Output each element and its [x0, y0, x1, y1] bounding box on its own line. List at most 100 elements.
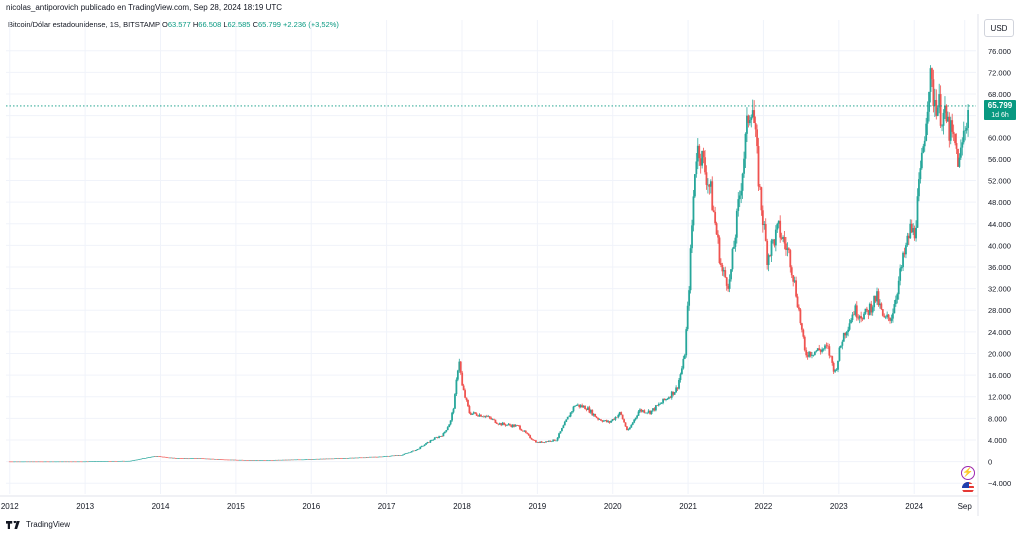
candle-body: [464, 390, 466, 398]
candle-body: [678, 379, 680, 389]
candle-body: [589, 409, 592, 413]
candle-body: [812, 354, 815, 356]
candle-body: [136, 459, 138, 461]
candle-body: [160, 456, 163, 458]
candle-body: [193, 458, 196, 459]
candle-body: [111, 460, 114, 462]
x-tick-label: 2023: [830, 502, 848, 511]
candle-body: [292, 459, 294, 461]
candle-body: [39, 461, 42, 463]
candle-body: [247, 460, 250, 461]
candle-body: [594, 413, 597, 417]
candle-body: [235, 459, 238, 461]
candle-body: [636, 415, 638, 418]
candle-body: [741, 173, 744, 191]
candle-body: [201, 458, 203, 459]
candle-body: [818, 348, 821, 351]
candle-body: [230, 459, 232, 461]
candle-body: [819, 350, 822, 352]
candle-body: [481, 416, 484, 418]
candle-body: [206, 458, 209, 460]
candle-body: [445, 430, 448, 432]
candle-body: [211, 458, 214, 460]
candle-body: [439, 436, 442, 437]
footer-brand[interactable]: TradingView: [6, 520, 70, 529]
candle-body: [611, 419, 614, 421]
candle-body: [189, 458, 192, 459]
low-value: 62.585: [227, 20, 251, 29]
candle-body: [296, 459, 299, 461]
candle-body: [709, 181, 712, 187]
candle-body: [221, 459, 224, 461]
candle-body: [744, 133, 747, 159]
candle-body: [117, 460, 120, 462]
symbol-name[interactable]: Bitcoin/Dólar estadounidense, 1S, BITSTA…: [8, 20, 160, 29]
candle-body: [79, 461, 82, 463]
candle-body: [866, 308, 868, 311]
candle-body: [808, 351, 810, 357]
candle-body: [465, 397, 468, 401]
candle-body: [33, 461, 36, 463]
candle-body: [918, 179, 920, 197]
candle-body: [13, 461, 16, 463]
candle-body: [438, 436, 440, 438]
candle-body: [124, 460, 127, 462]
candle-body: [734, 237, 737, 247]
candle-body: [433, 437, 436, 440]
candle-body: [825, 345, 828, 347]
candle-body: [85, 461, 88, 463]
candle-body: [146, 457, 148, 459]
candle-body: [284, 459, 287, 461]
currency-button[interactable]: USD: [984, 19, 1014, 37]
candle-body: [40, 461, 43, 463]
candle-body: [177, 458, 180, 459]
candle-body: [374, 456, 377, 458]
candle-body: [141, 458, 144, 459]
candle-body: [108, 461, 111, 462]
candle-body: [728, 279, 731, 289]
lightning-icon[interactable]: ⚡: [961, 466, 975, 480]
candle-body: [133, 460, 135, 461]
candle-body: [511, 424, 514, 427]
candle-body: [860, 316, 863, 319]
candle-body: [419, 446, 422, 449]
candle-body: [107, 461, 109, 462]
candle-body: [63, 461, 66, 463]
candle-body: [225, 459, 228, 461]
candle-body: [56, 461, 59, 463]
candle-body: [60, 461, 63, 463]
candle-body: [816, 348, 819, 351]
candle-body: [123, 460, 125, 462]
candle-body: [110, 461, 112, 462]
candle-body: [815, 350, 818, 352]
candle-body: [138, 459, 141, 460]
candle-body: [513, 424, 516, 427]
last-price-label-box: [984, 99, 1016, 120]
candle-body: [227, 459, 229, 461]
candle-body: [532, 439, 534, 441]
x-tick-label: 2021: [679, 502, 697, 511]
candle-body: [299, 459, 302, 461]
candle-body: [614, 417, 617, 420]
candle-body: [348, 457, 351, 459]
candle-body: [938, 94, 941, 108]
x-tick-label: 2012: [1, 502, 19, 511]
candle-body: [14, 461, 17, 463]
y-tick-label: 76.000: [988, 47, 1011, 56]
candle-body: [782, 236, 784, 239]
candle-body: [302, 459, 305, 461]
candle-body: [601, 420, 604, 422]
us-flag-icon[interactable]: [961, 481, 975, 495]
last-price-label: 65.799: [988, 101, 1013, 110]
candle-body: [754, 123, 757, 130]
candle-body: [413, 450, 416, 452]
candle-body: [154, 456, 157, 457]
y-tick-label: 48.000: [988, 198, 1011, 207]
y-tick-label: 20.000: [988, 349, 1011, 358]
candle-body: [234, 459, 237, 461]
candle-body: [873, 295, 876, 308]
candle-body: [274, 459, 277, 461]
candle-body: [351, 457, 354, 459]
high-value: 66.508: [198, 20, 222, 29]
